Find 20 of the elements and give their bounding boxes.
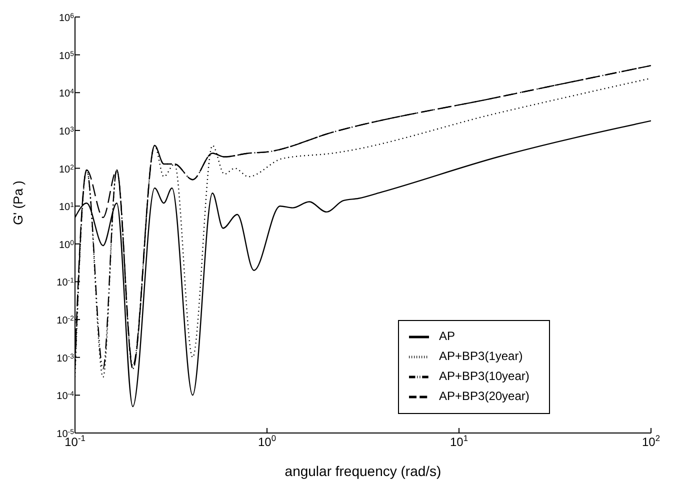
legend-label: AP+BP3(1year) (439, 349, 523, 364)
y-tick-label: 10$^{3}$ (58, 126, 74, 138)
y-tick-label: 10$^{-2}$ (56, 315, 74, 327)
x-tick-label: 10$^{2}$ (642, 433, 660, 449)
y-tick-label: 10$^{2}$ (58, 164, 74, 176)
y-tick-label: 10$^{-3}$ (56, 352, 74, 364)
y-tick-label: 10$^{-1}$ (56, 277, 74, 289)
x-tick-label: 10$^{0}$ (258, 433, 276, 449)
y-tick-label: 10$^{-4}$ (56, 390, 74, 402)
x-tick-label: 10$^{1}$ (450, 433, 468, 449)
legend-label: AP (439, 329, 456, 344)
y-tick-label: 10$^{6}$ (58, 12, 74, 24)
legend-label: AP+BP3(20year) (439, 389, 530, 404)
y-axis-title: G' (Pa ) (10, 180, 26, 225)
legend-label: AP+BP3(10year) (439, 369, 530, 384)
y-tick-label: 10$^{5}$ (58, 50, 74, 62)
y-tick-label: 10$^{1}$ (58, 202, 74, 214)
x-axis-title: angular frequency (rad/s) (284, 463, 442, 479)
y-tick-label: 10$^{4}$ (58, 88, 74, 100)
y-tick-label: 10$^{0}$ (58, 239, 74, 251)
